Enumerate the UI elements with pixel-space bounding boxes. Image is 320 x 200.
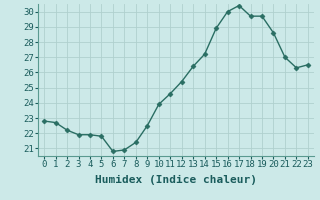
X-axis label: Humidex (Indice chaleur): Humidex (Indice chaleur) — [95, 175, 257, 185]
